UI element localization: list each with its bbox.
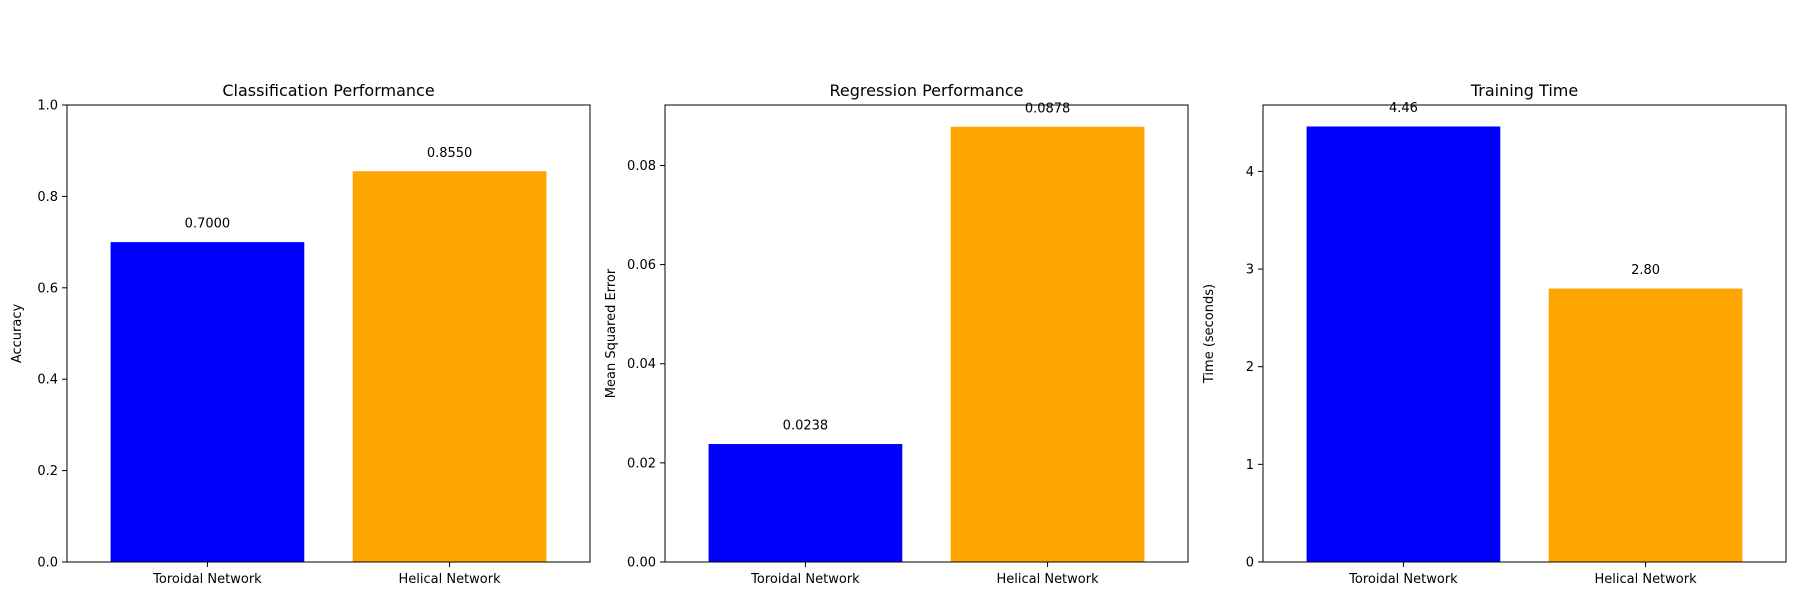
x-tick-label: Toroidal Network xyxy=(152,572,262,587)
axes-frame xyxy=(1262,104,1787,563)
bar-regression-toroidal xyxy=(708,444,903,562)
bar-classification-helical xyxy=(352,171,547,562)
x-tick-label: Toroidal Network xyxy=(1348,572,1458,587)
y-tick-label: 3 xyxy=(1246,263,1254,278)
axes-frame xyxy=(66,104,591,563)
chart-panel-regression: 0.00 0.02 0.04 0.06 0.08 Toroidal Network Heli… xyxy=(604,81,1189,587)
chart-title: Classification Performance xyxy=(222,81,434,100)
y-tick-label: 0.2 xyxy=(37,464,58,479)
y-axis-label: Mean Squared Error xyxy=(604,268,619,398)
bar-regression-helical xyxy=(950,126,1145,562)
data-label: 0.7000 xyxy=(185,217,231,232)
x-tick-label: Helical Network xyxy=(1594,572,1697,587)
y-axis-label: Time (seconds) xyxy=(1202,284,1217,384)
x-tick-label: Helical Network xyxy=(398,572,501,587)
y-tick-label: 0.8 xyxy=(37,190,58,205)
bar-training-time-helical xyxy=(1548,288,1743,562)
data-label: 0.8550 xyxy=(427,146,473,161)
y-tick-label: 0.4 xyxy=(37,373,58,388)
data-label: 0.0878 xyxy=(1025,101,1071,116)
y-tick-label: 0.02 xyxy=(627,456,656,471)
chart-panel-training-time: 0 1 2 3 4 Toroidal Network Helical Network 4.46… xyxy=(1202,81,1787,587)
chart-title: Regression Performance xyxy=(830,81,1024,100)
data-label: 0.0238 xyxy=(783,419,829,434)
bar-classification-toroidal xyxy=(110,242,305,562)
y-tick-label: 4 xyxy=(1246,165,1254,180)
data-label: 2.80 xyxy=(1631,263,1660,278)
y-tick-label: 2 xyxy=(1246,360,1254,375)
y-tick-label: 0.04 xyxy=(627,357,656,372)
y-tick-label: 0.00 xyxy=(627,556,656,571)
y-tick-label: 0 xyxy=(1246,556,1254,571)
y-axis-label: Accuracy xyxy=(10,304,25,364)
axes-frame xyxy=(664,104,1189,563)
y-tick-label: 1.0 xyxy=(37,99,58,114)
y-tick-label: 0.6 xyxy=(37,281,58,296)
x-tick-label: Helical Network xyxy=(996,572,1099,587)
data-label: 4.46 xyxy=(1389,101,1418,116)
y-tick-label: 0.08 xyxy=(627,159,656,174)
chart-panel-classification: 0.0 0.2 0.4 0.6 0.8 1.0 Toroidal Network Helica… xyxy=(10,81,591,587)
bar-training-time-toroidal xyxy=(1306,126,1501,562)
y-tick-label: 0.06 xyxy=(627,258,656,273)
x-tick-label: Toroidal Network xyxy=(750,572,860,587)
y-tick-label: 1 xyxy=(1246,458,1254,473)
y-tick-label: 0.0 xyxy=(37,556,58,571)
chart-title: Training Time xyxy=(1470,81,1578,100)
